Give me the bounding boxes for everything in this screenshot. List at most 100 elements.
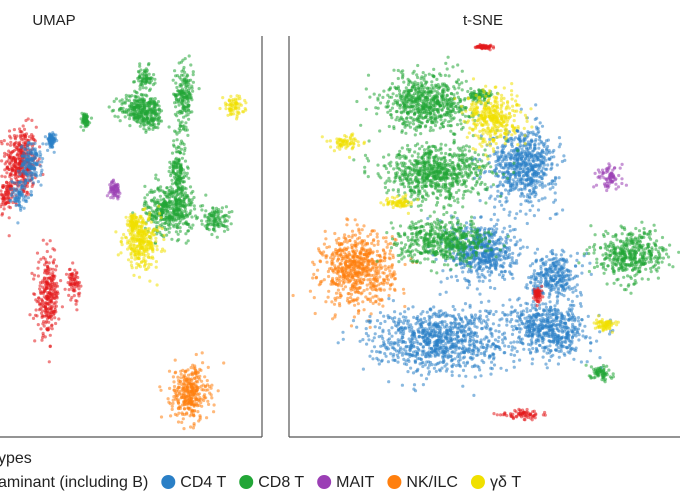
point [159,109,164,113]
point [74,302,78,306]
point [563,158,567,162]
point [39,164,43,168]
point [356,254,360,259]
point [441,269,445,273]
point [187,82,191,86]
point [28,313,32,317]
point [362,253,366,257]
point [114,230,118,234]
point [167,125,171,129]
point [12,199,16,203]
point [52,281,56,286]
point [545,147,549,151]
point [220,206,224,210]
point [347,292,351,296]
point [349,296,353,300]
point [141,76,145,81]
point [1,185,5,189]
point [145,116,149,120]
point [24,148,28,152]
point [173,358,177,362]
point [137,117,142,121]
point [12,128,16,132]
point [198,415,202,419]
point [179,168,183,172]
point [176,89,180,93]
point [143,253,147,257]
point [509,184,513,188]
point [176,375,180,379]
point [503,154,507,158]
point [123,110,127,114]
point [222,214,226,218]
point [42,324,46,328]
point [189,425,193,429]
point [445,276,449,280]
point [198,367,202,371]
point [113,114,117,118]
point [182,65,186,70]
point [177,118,181,122]
point [218,106,222,111]
point [370,241,374,245]
point [3,151,7,155]
point [182,115,186,119]
point [372,260,376,264]
point [174,370,178,374]
point [129,253,133,257]
point [385,245,389,249]
point [12,187,16,191]
point [147,216,151,220]
point [367,251,371,256]
point [185,96,189,100]
point [218,218,222,223]
point [186,100,190,104]
point [18,200,22,204]
point [38,173,43,177]
point [498,199,502,204]
point [180,156,184,160]
point [30,118,34,122]
point [197,87,201,91]
point [166,397,170,401]
point [138,124,142,128]
point [46,282,50,286]
point [167,192,171,196]
point [39,302,43,306]
point [50,136,55,140]
point [136,120,140,124]
point [190,226,194,230]
point [498,157,502,161]
point [504,196,508,200]
point [190,86,194,90]
point [173,69,177,73]
point [526,195,530,199]
point [189,63,193,67]
point [33,141,37,145]
point [354,274,358,278]
point [170,151,175,155]
point [513,167,517,171]
point [41,331,45,335]
point [216,389,220,393]
point [148,234,152,239]
point [238,97,242,101]
point [381,248,385,252]
point [378,259,382,263]
point [28,170,32,174]
point [340,256,344,261]
point [3,168,7,172]
point [507,151,511,155]
point [141,259,146,263]
point [32,168,37,172]
point [29,193,33,197]
point [170,194,174,198]
point [21,198,25,202]
point [36,274,41,278]
point [0,193,3,197]
point [13,173,17,177]
point [89,116,94,120]
point [381,304,385,308]
point [185,105,189,109]
point [48,333,52,337]
